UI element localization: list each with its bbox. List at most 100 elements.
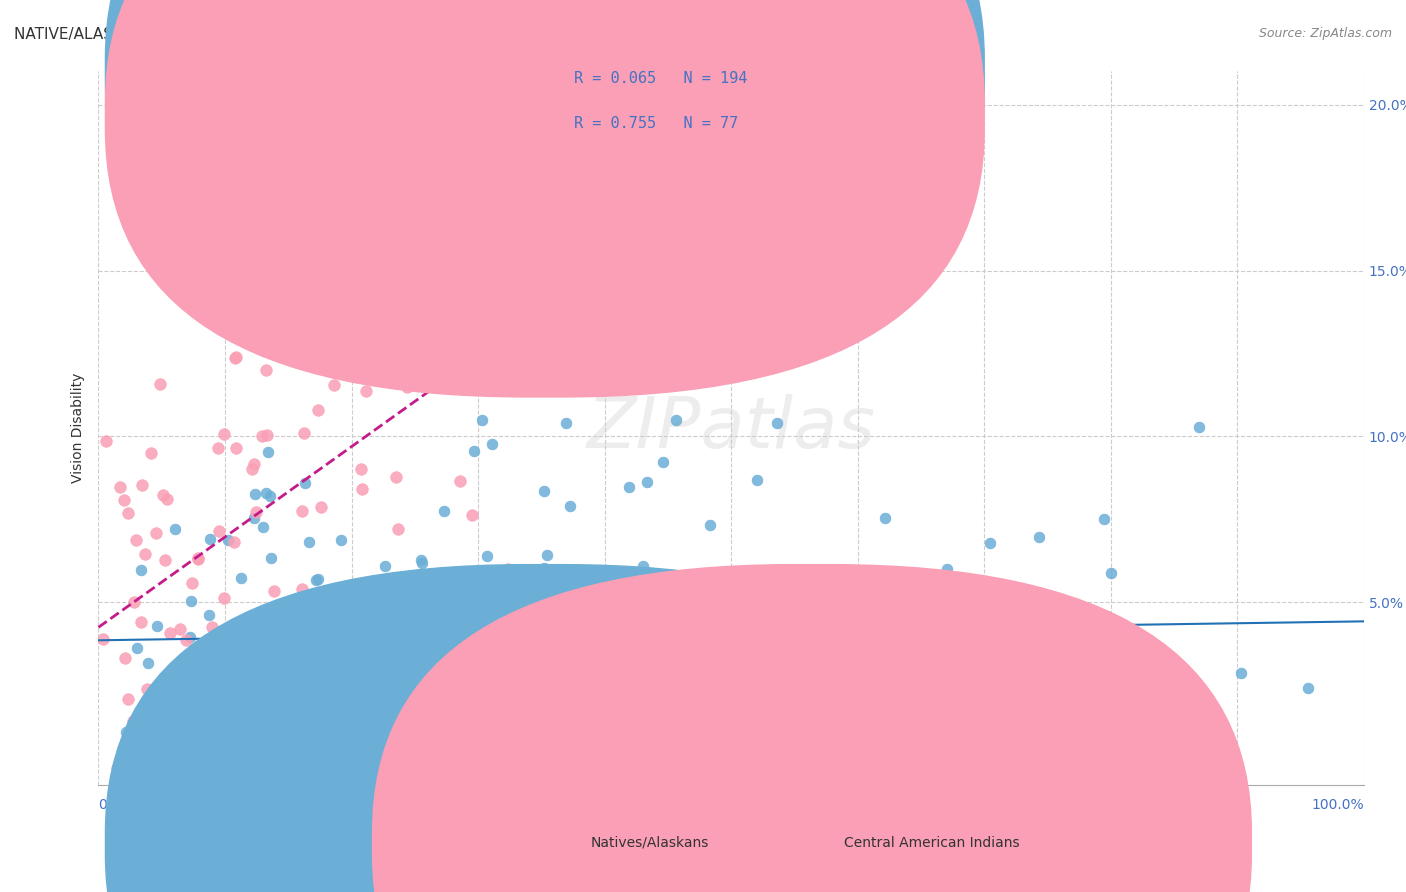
Point	[897, 707, 920, 722]
Point	[129, 615, 152, 629]
Point	[471, 672, 494, 686]
Point	[315, 679, 337, 693]
Point	[449, 474, 471, 488]
Point	[794, 692, 817, 706]
Point	[564, 694, 586, 708]
Point	[122, 594, 145, 608]
Point	[325, 582, 347, 597]
Point	[984, 629, 1007, 643]
Point	[652, 455, 675, 469]
Point	[108, 479, 131, 493]
Point	[298, 677, 321, 691]
Point	[723, 726, 745, 740]
Point	[208, 524, 231, 538]
Point	[471, 413, 494, 427]
Point	[496, 562, 519, 576]
Text: R = 0.755   N = 77: R = 0.755 N = 77	[574, 116, 738, 131]
Point	[817, 651, 839, 665]
Text: 100.0%: 100.0%	[1312, 797, 1364, 812]
Point	[94, 434, 117, 449]
Point	[262, 619, 284, 633]
Point	[225, 441, 247, 455]
Point	[250, 683, 273, 698]
Point	[222, 630, 245, 644]
Point	[630, 680, 652, 694]
Point	[387, 522, 409, 536]
Point	[125, 533, 148, 547]
Point	[465, 691, 488, 706]
Point	[117, 691, 139, 706]
Point	[333, 701, 356, 715]
Point	[181, 576, 204, 591]
Point	[329, 748, 352, 763]
Point	[439, 621, 461, 635]
Point	[636, 697, 658, 711]
Point	[153, 682, 176, 697]
Point	[720, 736, 742, 750]
Point	[349, 610, 371, 624]
Point	[526, 578, 548, 592]
Point	[114, 493, 136, 508]
Point	[157, 677, 180, 691]
Point	[495, 691, 517, 706]
Point	[198, 607, 221, 622]
Point	[980, 619, 1002, 633]
Point	[609, 654, 631, 668]
Point	[389, 623, 412, 637]
Point	[617, 480, 640, 494]
Point	[1010, 588, 1032, 602]
Point	[621, 665, 644, 680]
Point	[517, 628, 540, 642]
Point	[631, 559, 654, 574]
Point	[727, 731, 749, 745]
Point	[627, 678, 650, 692]
Point	[121, 714, 143, 729]
Point	[319, 657, 342, 671]
Point	[419, 666, 441, 681]
Point	[152, 488, 174, 502]
Point	[179, 630, 201, 644]
Point	[243, 510, 266, 524]
Point	[668, 727, 690, 741]
Point	[886, 678, 908, 692]
Text: NATIVE/ALASKAN VS CENTRAL AMERICAN INDIAN VISION DISABILITY CORRELATION CHART: NATIVE/ALASKAN VS CENTRAL AMERICAN INDIA…	[14, 27, 704, 42]
Point	[319, 701, 342, 715]
Point	[201, 620, 224, 634]
Point	[366, 706, 388, 720]
Point	[430, 698, 453, 713]
Point	[537, 588, 560, 602]
Text: Central American Indians: Central American Indians	[844, 836, 1019, 850]
Point	[621, 672, 644, 686]
Point	[423, 682, 446, 697]
Point	[156, 492, 179, 507]
Point	[232, 709, 254, 723]
Point	[292, 615, 315, 630]
Point	[427, 568, 450, 582]
Point	[595, 681, 617, 695]
Point	[221, 650, 243, 665]
Point	[278, 641, 301, 656]
Point	[382, 709, 405, 723]
Point	[799, 589, 821, 603]
Point	[1049, 665, 1071, 679]
Point	[149, 761, 172, 775]
Point	[263, 639, 285, 653]
Point	[725, 620, 748, 634]
Point	[1028, 530, 1050, 544]
Point	[214, 591, 236, 606]
Point	[217, 533, 239, 548]
Point	[765, 416, 787, 430]
Point	[367, 685, 389, 699]
Point	[285, 617, 308, 632]
Point	[491, 706, 513, 720]
Point	[1188, 419, 1211, 434]
Point	[291, 504, 314, 518]
Point	[458, 654, 481, 668]
Point	[148, 376, 170, 391]
Point	[780, 673, 803, 688]
Point	[322, 377, 344, 392]
Point	[330, 533, 353, 547]
Point	[353, 632, 375, 647]
Point	[122, 761, 145, 775]
Point	[105, 761, 128, 775]
